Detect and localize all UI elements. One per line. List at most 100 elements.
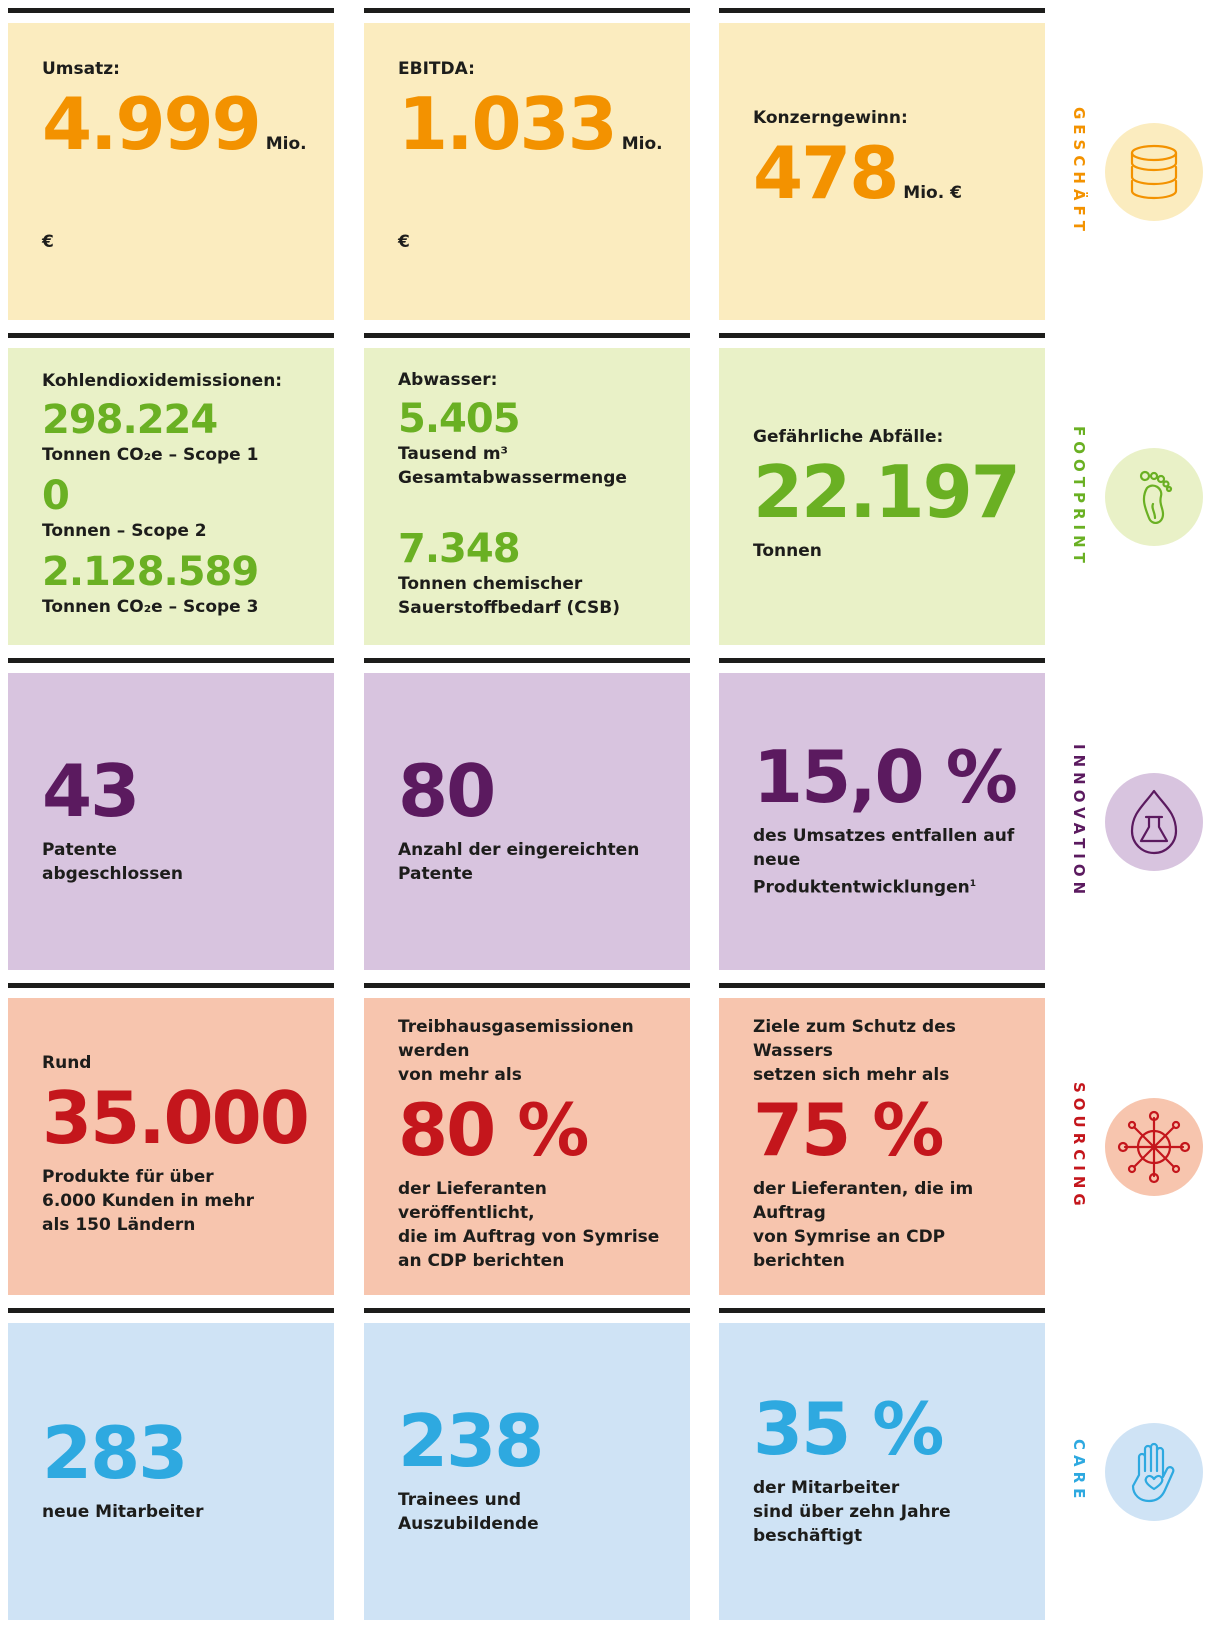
description: 6.000 Kunden in mehr <box>42 1190 255 1211</box>
value: 0 <box>42 472 70 519</box>
divider <box>8 8 334 13</box>
icon <box>1131 1442 1175 1503</box>
stat-card: EBITDA: 1.033 Mio. € <box>364 23 690 320</box>
description: beschäftigt <box>753 1525 863 1546</box>
stat-block: 478 Mio. € <box>753 134 1025 232</box>
icon <box>1139 470 1173 524</box>
description: neue Produktentwicklungen1 <box>753 849 976 898</box>
value: 43 <box>42 748 140 833</box>
stat-card: Konzerngewinn: 478 Mio. € <box>719 23 1045 320</box>
stat-block: 80 Anzahl der eingereichten Patente <box>398 752 670 886</box>
stat-block: 80 % der Lieferanten veröffentlicht, die i… <box>398 1091 670 1273</box>
caption: Umsatz: <box>42 58 120 79</box>
caption: EBITDA: <box>398 58 475 79</box>
value: 283 <box>42 1410 188 1495</box>
stat-block: 4.999 Mio. € <box>42 85 314 281</box>
divider <box>719 333 1045 338</box>
stat-card: 35 % der Mitarbeiter sind über zehn Jahre b… <box>719 1323 1045 1620</box>
description: als 150 Ländern <box>42 1214 196 1235</box>
description: der Mitarbeiter <box>753 1477 900 1498</box>
description: Tonnen CO₂e – Scope 1 <box>42 444 259 465</box>
stat-value: 478 Mio. € <box>753 134 1025 232</box>
caption: Gefährliche Abfälle: <box>753 426 944 447</box>
stat-value: 7.348 <box>398 526 670 572</box>
stat-value: 298.224 <box>42 397 314 443</box>
stat-card: 43 Patente abgeschlossen <box>8 673 334 970</box>
divider <box>8 983 334 988</box>
description: der Lieferanten veröffentlicht, <box>398 1178 547 1223</box>
value: 478 <box>753 130 899 215</box>
value: 22.197 <box>753 449 1021 534</box>
stat-block: 22.197 Tonnen <box>753 453 1025 563</box>
icon <box>1130 144 1178 200</box>
value: 35.000 <box>42 1075 310 1160</box>
section-label: FOOTPRINT <box>1070 425 1088 568</box>
stat-block: 35 % der Mitarbeiter sind über zehn Jahre b… <box>753 1390 1025 1548</box>
stat-value: 80 <box>398 752 670 830</box>
stat-block: 15,0 % des Umsatzes entfallen auf neue Pro… <box>753 738 1025 900</box>
icon <box>1117 1110 1191 1184</box>
stat-block: 75 % der Lieferanten, die im Auftrag von S… <box>753 1091 1025 1273</box>
divider <box>8 658 334 663</box>
stat-block: 238 Trainees und Auszubildende <box>398 1402 670 1536</box>
description: neue Mitarbeiter <box>42 1501 204 1522</box>
section-icon <box>1105 1098 1203 1196</box>
stat-block: 298.224 Tonnen CO₂e – Scope 1 <box>42 397 314 467</box>
divider <box>364 1308 690 1313</box>
stat-block: 2.128.589 Tonnen CO₂e – Scope 3 <box>42 549 314 619</box>
description: Tonnen <box>753 540 822 561</box>
stat-card: Ziele zum Schutz des Wassers setzen sich … <box>719 998 1045 1295</box>
divider <box>719 658 1045 663</box>
stat-card: 238 Trainees und Auszubildende <box>364 1323 690 1620</box>
stat-card: 283 neue Mitarbeiter <box>8 1323 334 1620</box>
stat-value: 4.999 Mio. € <box>42 85 314 281</box>
description: sind über zehn Jahre <box>753 1501 951 1522</box>
stat-value: 80 % <box>398 1091 670 1169</box>
stat-card: Abwasser: 5.405 Tausend m³ Gesamtabwasserme… <box>364 348 690 645</box>
description: der Lieferanten, die im Auftrag <box>753 1178 974 1223</box>
stat-value: 1.033 Mio. € <box>398 85 670 281</box>
value: 4.999 <box>42 81 262 166</box>
stat-block: 35.000 Produkte für über 6.000 Kunden in m… <box>42 1079 314 1237</box>
stat-value: 22.197 <box>753 453 1025 531</box>
description: Tonnen – Scope 2 <box>42 520 207 541</box>
value: 80 % <box>398 1087 589 1172</box>
stat-card: 15,0 % des Umsatzes entfallen auf neue Pro… <box>719 673 1045 970</box>
description: Auszubildende <box>398 1513 539 1534</box>
section-label: CARE <box>1070 1439 1088 1504</box>
stat-card: Kohlendioxidemissionen: 298.224 Tonnen CO₂… <box>8 348 334 645</box>
stat-card: Treibhausgasemissionen werden von mehr al… <box>364 998 690 1295</box>
caption: Abwasser: <box>398 369 498 390</box>
description: Anzahl der eingereichten <box>398 839 640 860</box>
stat-value: 5.405 <box>398 396 670 442</box>
section-label: INNOVATION <box>1070 743 1088 900</box>
value: 7.348 <box>398 525 521 572</box>
value: 5.405 <box>398 395 521 442</box>
stat-block: 7.348 Tonnen chemischer Sauerstoffbedarf (… <box>398 526 670 620</box>
stat-value: 2.128.589 <box>42 549 314 595</box>
description: Produkte für über <box>42 1166 214 1187</box>
stat-value: 43 <box>42 752 314 830</box>
stat-block: 1.033 Mio. € <box>398 85 670 281</box>
description: Sauerstoffbedarf (CSB) <box>398 597 620 618</box>
section-icon <box>1105 1423 1203 1521</box>
caption: setzen sich mehr als <box>753 1064 950 1085</box>
divider <box>364 983 690 988</box>
description: an CDP berichten <box>398 1250 565 1271</box>
stat-value: 0 <box>42 473 314 519</box>
description: Patente <box>398 863 473 884</box>
stat-value: 238 <box>398 1402 670 1480</box>
unit: Mio. € <box>903 182 962 203</box>
divider <box>719 8 1045 13</box>
section-label: GESCHÄFT <box>1070 106 1088 236</box>
stat-value: 35.000 <box>42 1079 314 1157</box>
description: Tonnen chemischer <box>398 573 583 594</box>
stat-value: 35 % <box>753 1390 1025 1468</box>
caption: Ziele zum Schutz des Wassers <box>753 1016 956 1061</box>
stat-block: 0 Tonnen – Scope 2 <box>42 473 314 543</box>
stat-block: 5.405 Tausend m³ Gesamtabwassermenge <box>398 396 670 490</box>
description: Gesamtabwassermenge <box>398 467 627 488</box>
stat-card: Umsatz: 4.999 Mio. € <box>8 23 334 320</box>
caption: Konzerngewinn: <box>753 107 908 128</box>
